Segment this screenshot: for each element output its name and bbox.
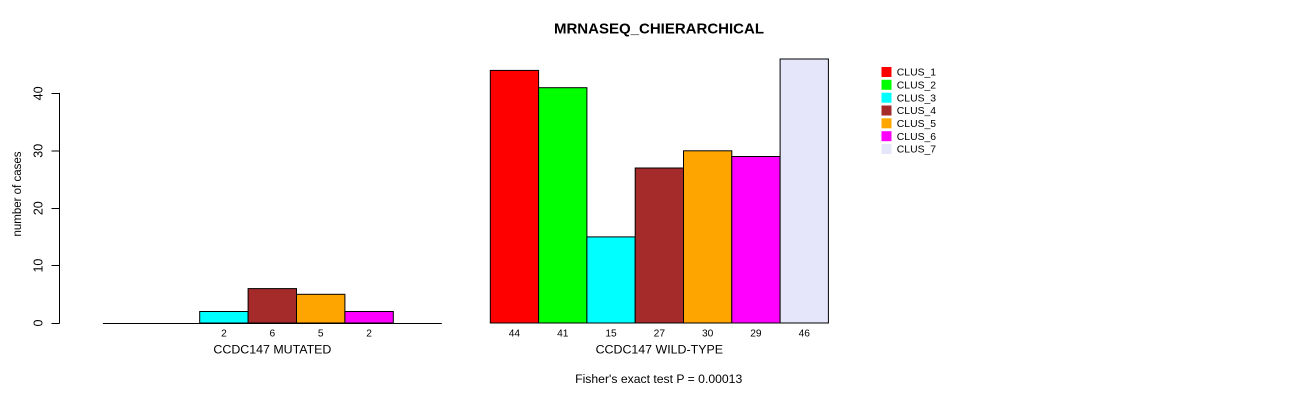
svg-text:5: 5	[318, 328, 324, 339]
svg-text:10: 10	[32, 259, 46, 273]
svg-text:44: 44	[509, 328, 521, 339]
svg-text:30: 30	[702, 328, 714, 339]
svg-text:CLUS_3: CLUS_3	[897, 93, 936, 104]
svg-text:CLUS_6: CLUS_6	[897, 132, 936, 143]
svg-text:40: 40	[32, 86, 46, 100]
svg-text:15: 15	[605, 328, 617, 339]
svg-text:MRNASEQ_CHIERARCHICAL: MRNASEQ_CHIERARCHICAL	[554, 20, 764, 37]
svg-text:27: 27	[654, 328, 666, 339]
svg-text:0: 0	[32, 319, 46, 326]
svg-text:46: 46	[799, 328, 811, 339]
svg-text:Fisher's exact test P = 0.0001: Fisher's exact test P = 0.00013	[575, 372, 742, 386]
svg-text:CLUS_5: CLUS_5	[897, 119, 936, 130]
svg-text:6: 6	[269, 328, 275, 339]
svg-text:2: 2	[221, 328, 227, 339]
svg-text:CLUS_7: CLUS_7	[897, 145, 936, 156]
svg-text:CLUS_1: CLUS_1	[897, 68, 936, 79]
svg-text:20: 20	[32, 201, 46, 215]
svg-text:2: 2	[366, 328, 372, 339]
svg-text:CCDC147 MUTATED: CCDC147 MUTATED	[213, 343, 331, 357]
svg-text:CCDC147 WILD-TYPE: CCDC147 WILD-TYPE	[596, 343, 723, 357]
svg-text:29: 29	[750, 328, 762, 339]
svg-text:number of cases: number of cases	[12, 151, 24, 236]
svg-text:CLUS_2: CLUS_2	[897, 80, 936, 91]
svg-text:41: 41	[557, 328, 569, 339]
svg-text:CLUS_4: CLUS_4	[897, 106, 936, 117]
svg-text:30: 30	[32, 144, 46, 158]
